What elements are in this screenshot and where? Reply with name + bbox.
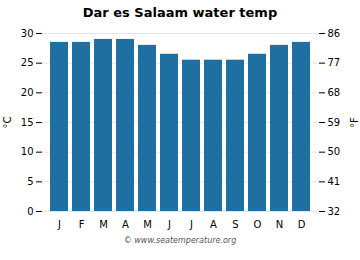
svg-text:25: 25 bbox=[21, 57, 34, 68]
svg-text:5: 5 bbox=[27, 176, 33, 187]
svg-text:15: 15 bbox=[21, 117, 34, 128]
svg-text:°F: °F bbox=[349, 117, 360, 128]
svg-text:20: 20 bbox=[21, 87, 34, 98]
svg-text:O: O bbox=[254, 219, 262, 230]
svg-text:86: 86 bbox=[328, 28, 341, 39]
svg-text:0: 0 bbox=[27, 206, 33, 217]
svg-text:A: A bbox=[122, 219, 129, 230]
svg-text:S: S bbox=[232, 219, 238, 230]
svg-text:M: M bbox=[143, 219, 152, 230]
svg-text:N: N bbox=[276, 219, 283, 230]
svg-text:41: 41 bbox=[328, 176, 341, 187]
svg-text:77: 77 bbox=[328, 57, 341, 68]
svg-text:59: 59 bbox=[328, 117, 341, 128]
html-text:© www.seatemperature.org: © www.seatemperature.org bbox=[123, 236, 237, 245]
svg-text:10: 10 bbox=[21, 146, 34, 157]
svg-text:M: M bbox=[99, 219, 108, 230]
svg-text:30: 30 bbox=[21, 28, 34, 39]
html-text:Dar es Salaam water temp: Dar es Salaam water temp bbox=[82, 5, 278, 20]
svg-text:D: D bbox=[298, 219, 306, 230]
svg-text:J: J bbox=[189, 219, 193, 230]
svg-text:68: 68 bbox=[328, 87, 341, 98]
svg-text:°C: °C bbox=[2, 116, 13, 128]
svg-text:50: 50 bbox=[328, 146, 341, 157]
svg-text:J: J bbox=[57, 219, 61, 230]
svg-text:32: 32 bbox=[328, 206, 341, 217]
svg-text:J: J bbox=[167, 219, 171, 230]
svg-text:F: F bbox=[79, 219, 85, 230]
svg-text:A: A bbox=[210, 219, 217, 230]
